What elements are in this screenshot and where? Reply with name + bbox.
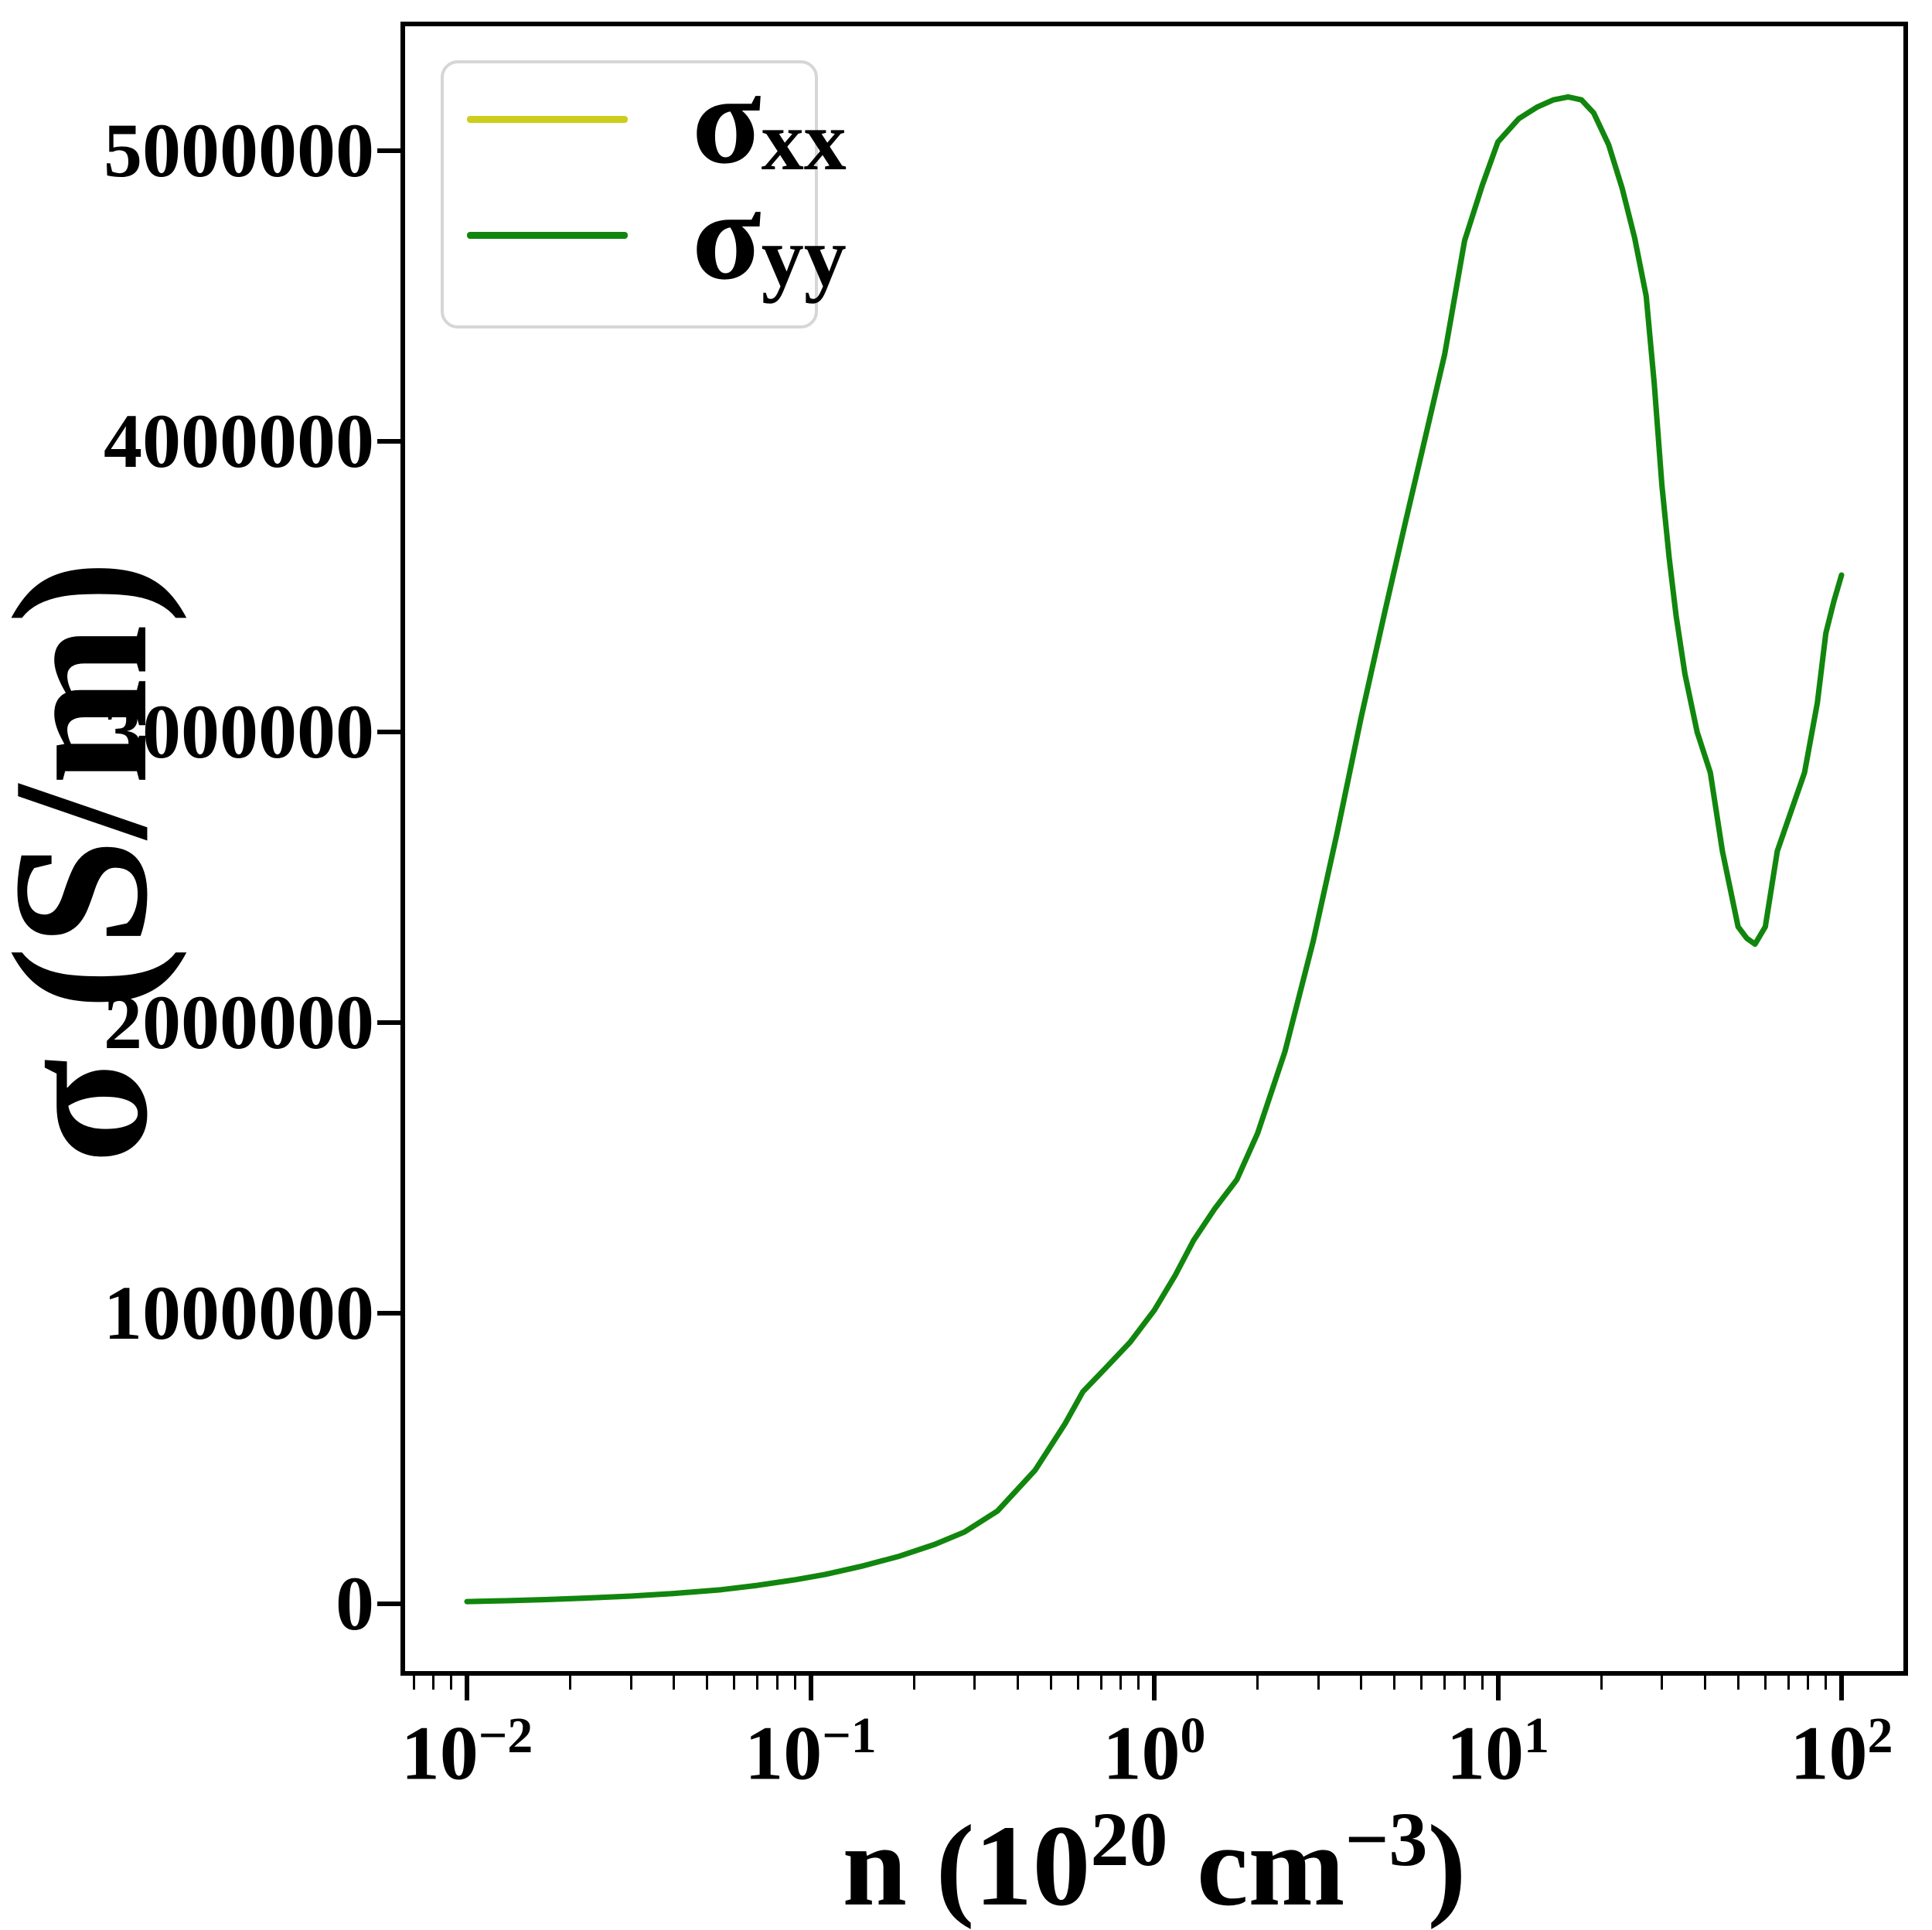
x-axis-label-text-1: n (10: [842, 1802, 1091, 1930]
x-minor-tick: [450, 1676, 453, 1690]
x-tick-label-exponent: 2: [1867, 1707, 1893, 1764]
series-group: [464, 94, 1845, 1605]
x-minor-tick: [1016, 1676, 1019, 1690]
x-minor-tick: [1481, 1676, 1484, 1690]
x-minor-tick: [673, 1676, 676, 1690]
data-curves: [464, 94, 1845, 1605]
y-tick-1000000: [377, 1311, 400, 1316]
x-tick-label-10e1: 101: [1336, 1707, 1661, 1796]
x-tick-label-base: 10: [400, 1710, 479, 1796]
x-minor-tick: [1763, 1676, 1767, 1690]
x-minor-tick: [1076, 1676, 1079, 1690]
x-minor-tick: [775, 1676, 779, 1690]
x-minor-tick: [756, 1676, 759, 1690]
x-minor-tick: [1256, 1676, 1259, 1690]
y-tick-0: [377, 1602, 400, 1607]
x-tick-10e0: [1152, 1676, 1157, 1700]
y-axis-label: σ (S/m): [0, 560, 188, 1164]
y-tick-label-5000000: 5000000: [104, 107, 374, 193]
x-minor-tick: [1099, 1676, 1102, 1690]
x-minor-tick: [1137, 1676, 1140, 1690]
x-tick-10e2: [1839, 1676, 1845, 1700]
y-tick-label-1000000: 1000000: [104, 1270, 374, 1356]
legend-label-sigma-yy: σyy: [692, 172, 847, 299]
legend-label-sigma-xx-subscript: xx: [761, 93, 847, 188]
x-minor-tick: [1787, 1676, 1790, 1690]
x-minor-tick: [569, 1676, 572, 1690]
legend-line-sample-sigma-yy: [467, 232, 628, 239]
x-tick-label-exponent: −1: [822, 1707, 877, 1764]
x-tick-10e−2: [465, 1676, 469, 1700]
x-minor-tick: [1360, 1676, 1363, 1690]
x-axis-label-superscript-minus3: −3: [1344, 1796, 1428, 1882]
x-minor-tick: [912, 1676, 915, 1690]
x-tick-label-10e−1: 10−1: [649, 1707, 973, 1796]
x-minor-tick: [793, 1676, 796, 1690]
legend-label-sigma-xx-main: σ: [692, 49, 762, 190]
y-tick-label-3000000: 3000000: [104, 689, 374, 775]
y-tick-label-2000000: 2000000: [104, 979, 374, 1066]
x-axis-label-text-3: ): [1427, 1802, 1467, 1930]
y-tick-label-4000000: 4000000: [104, 397, 374, 484]
x-tick-label-base: 10: [1446, 1710, 1525, 1796]
x-axis-label-text-2: cm: [1167, 1802, 1345, 1930]
x-minor-tick: [1049, 1676, 1052, 1690]
x-minor-tick: [1703, 1676, 1706, 1690]
x-minor-tick: [1661, 1676, 1664, 1690]
y-tick-2000000: [377, 1020, 400, 1026]
x-tick-label-base: 10: [745, 1710, 823, 1796]
plot-area: [400, 22, 1908, 1676]
x-tick-10e1: [1495, 1676, 1501, 1700]
x-minor-tick: [629, 1676, 632, 1690]
x-minor-tick: [1393, 1676, 1396, 1690]
x-minor-tick: [973, 1676, 976, 1690]
curve-sigma_yy: [464, 94, 1845, 1605]
y-tick-label-0: 0: [336, 1561, 374, 1647]
x-minor-tick: [1463, 1676, 1466, 1690]
x-tick-10e−1: [808, 1676, 813, 1700]
x-minor-tick: [1807, 1676, 1810, 1690]
y-tick-3000000: [377, 730, 400, 735]
legend: σxx σyy: [441, 56, 847, 328]
legend-label-sigma-yy-main: σ: [692, 165, 762, 306]
x-tick-label-10e2: 102: [1679, 1707, 1932, 1796]
legend-label-sigma-xx: σxx: [692, 56, 847, 183]
x-tick-label-10e−2: 10−2: [305, 1707, 629, 1796]
x-minor-tick: [1420, 1676, 1423, 1690]
legend-label-sigma-yy-subscript: yy: [761, 209, 847, 304]
x-minor-tick: [1600, 1676, 1603, 1690]
x-minor-tick: [432, 1676, 435, 1690]
x-tick-label-exponent: 0: [1180, 1707, 1206, 1764]
x-tick-label-base: 10: [1790, 1710, 1868, 1796]
x-axis-label-superscript-20: 20: [1090, 1796, 1168, 1882]
x-axis-label: n (1020 cm−3): [400, 1801, 1908, 1925]
x-tick-label-exponent: 1: [1524, 1707, 1550, 1764]
x-tick-label-base: 10: [1102, 1710, 1181, 1796]
y-tick-5000000: [377, 148, 400, 153]
legend-line-sample-sigma-xx: [467, 116, 628, 123]
x-minor-tick: [1736, 1676, 1739, 1690]
y-tick-4000000: [377, 438, 400, 444]
x-minor-tick: [1317, 1676, 1320, 1690]
x-minor-tick: [1825, 1676, 1828, 1690]
x-minor-tick: [412, 1676, 415, 1690]
x-minor-tick: [733, 1676, 736, 1690]
x-tick-label-exponent: −2: [478, 1707, 533, 1764]
x-minor-tick: [1443, 1676, 1446, 1690]
x-minor-tick: [706, 1676, 709, 1690]
x-tick-label-10e0: 100: [992, 1707, 1317, 1796]
x-minor-tick: [1119, 1676, 1123, 1690]
